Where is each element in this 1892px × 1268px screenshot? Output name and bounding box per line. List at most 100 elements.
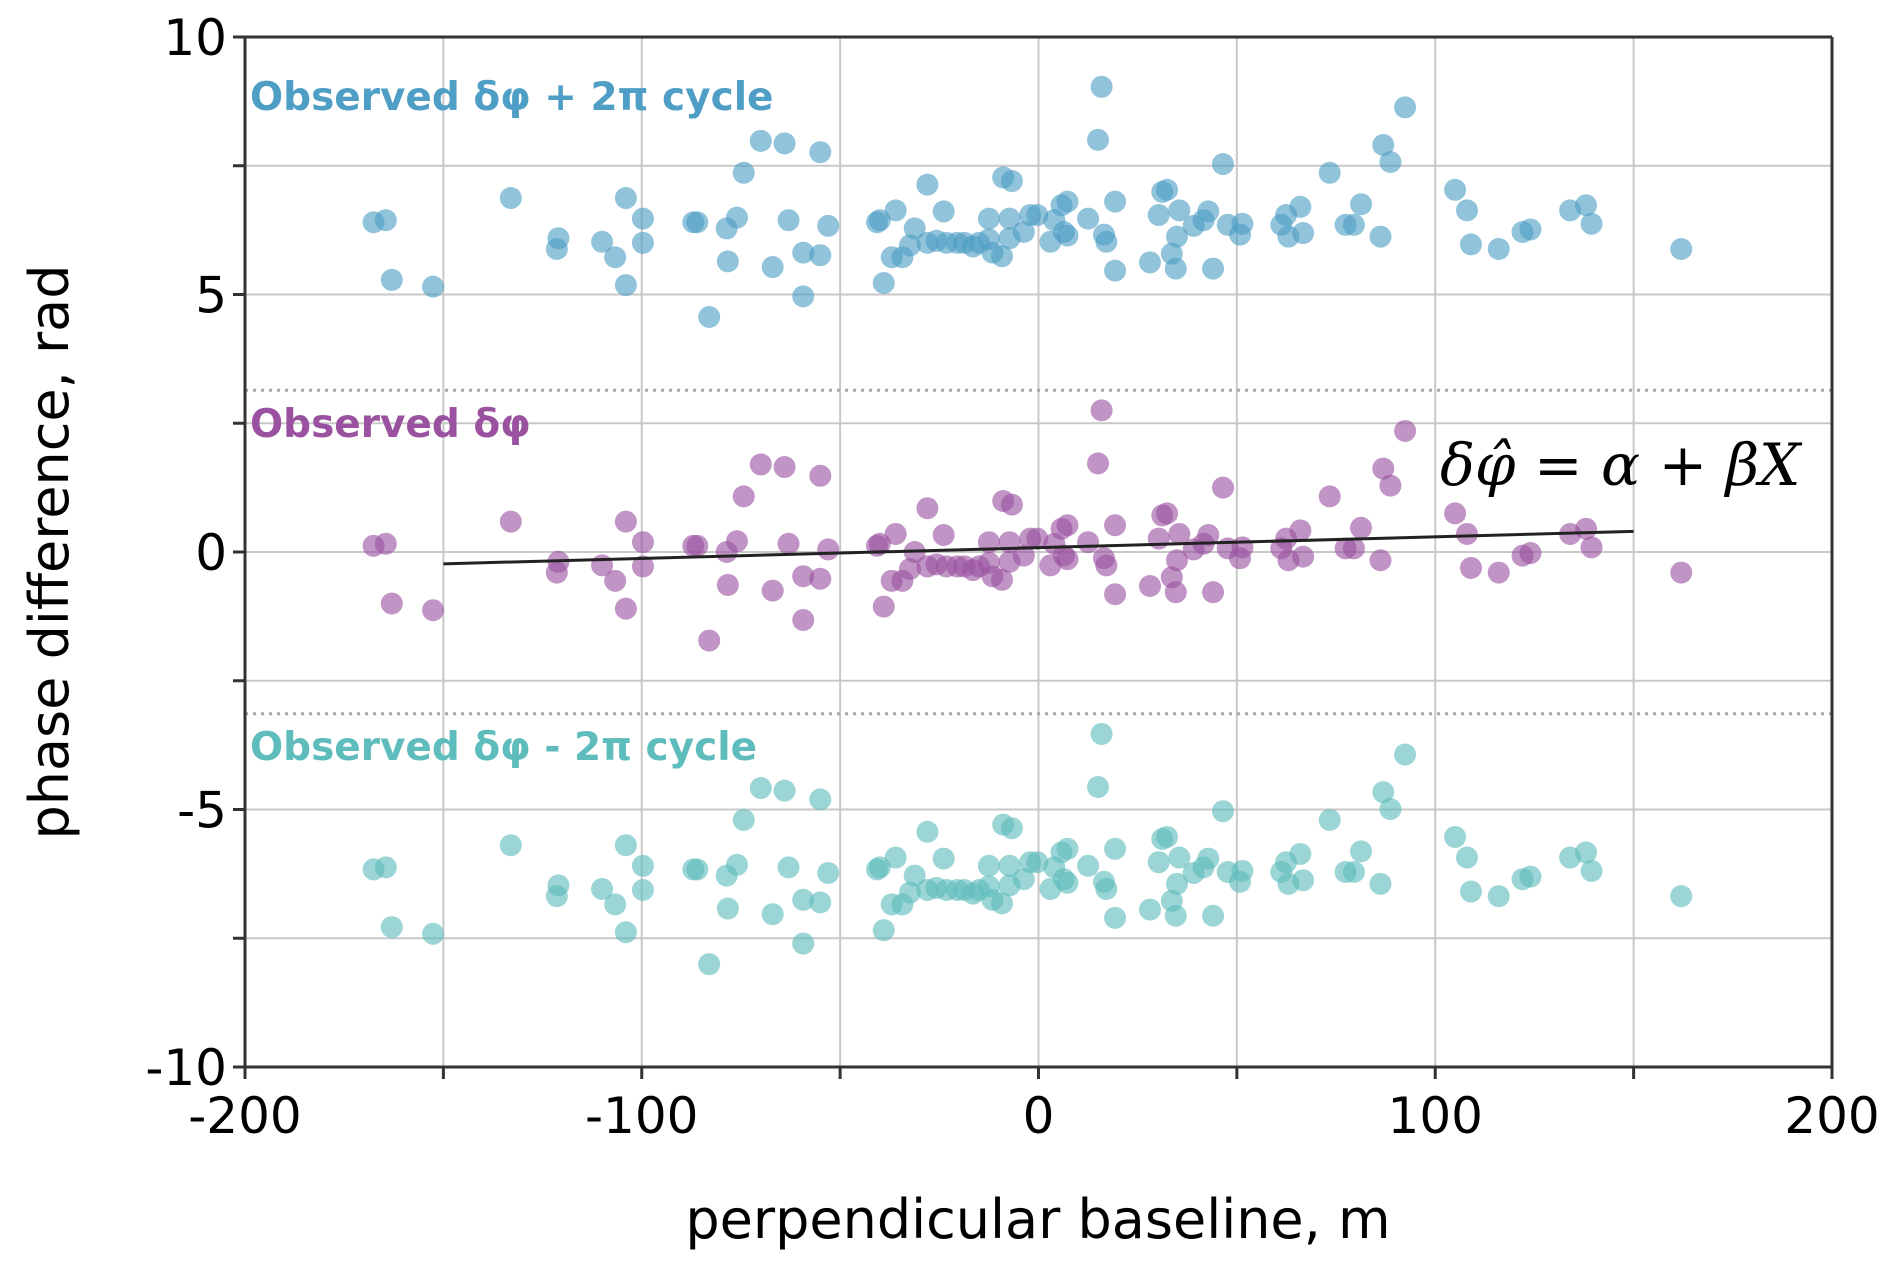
data-point-plus [932, 200, 955, 223]
data-point-minus [1077, 854, 1100, 877]
data-point-observed [761, 579, 784, 602]
data-point-minus [1197, 847, 1220, 870]
data-point-plus [422, 275, 445, 298]
label-observed: Observed δφ [250, 402, 531, 447]
data-point-minus [1372, 781, 1395, 804]
data-point-minus [809, 891, 832, 914]
data-point-observed [1318, 485, 1341, 508]
data-point-minus [732, 808, 755, 831]
data-point-plus [1095, 230, 1118, 253]
data-point-plus [977, 207, 1000, 230]
data-point-minus [614, 921, 637, 944]
data-point-minus [1580, 859, 1603, 882]
data-point-observed [1455, 522, 1478, 545]
y-tick-label: -5 [177, 782, 227, 840]
data-point-observed [1342, 537, 1365, 560]
data-point-observed [809, 464, 832, 487]
data-point-minus [1670, 885, 1693, 908]
data-point-observed [631, 555, 654, 578]
data-point-minus [868, 856, 891, 879]
data-point-plus [1318, 161, 1341, 184]
data-point-plus [1231, 212, 1254, 235]
data-point-plus [614, 274, 637, 297]
data-point-minus [1369, 872, 1392, 895]
data-point-observed [631, 531, 654, 554]
data-point-observed [1147, 527, 1170, 550]
data-point-plus [698, 305, 721, 328]
data-point-minus [872, 919, 895, 942]
data-point-plus [591, 230, 614, 253]
data-point-minus [777, 856, 800, 879]
data-point-plus [792, 285, 815, 308]
data-point-observed [1350, 516, 1373, 539]
data-point-observed [1487, 561, 1510, 584]
data-point-minus [716, 897, 739, 920]
data-point-plus [1350, 193, 1373, 216]
data-point-minus [990, 892, 1013, 915]
data-point-minus [1104, 837, 1127, 860]
data-point-observed [1087, 452, 1110, 475]
data-point-plus [1156, 178, 1179, 201]
data-point-observed [1580, 536, 1603, 559]
data-point-observed [1459, 556, 1482, 579]
data-point-plus [1104, 190, 1127, 213]
data-point-observed [817, 538, 840, 561]
data-point-observed [1289, 519, 1312, 542]
data-point-observed [614, 597, 637, 620]
data-point-observed [499, 510, 522, 533]
data-point-plus [1197, 200, 1220, 223]
data-point-plus [1369, 225, 1392, 248]
data-point-plus [374, 209, 397, 232]
data-point-observed [614, 510, 637, 533]
data-point-plus [792, 241, 815, 264]
data-point-plus [916, 173, 939, 196]
data-point-observed [868, 532, 891, 555]
x-tick-label: -100 [585, 1087, 698, 1145]
data-point-minus [1165, 872, 1188, 895]
data-point-plus [1487, 238, 1510, 261]
data-point-minus [809, 788, 832, 811]
data-point-minus [998, 854, 1021, 877]
data-point-observed [777, 532, 800, 555]
data-point-observed [1012, 544, 1035, 567]
data-point-plus [1164, 257, 1187, 280]
data-point-observed [422, 599, 445, 622]
data-point-plus [1026, 204, 1049, 227]
label-plus-2pi: Observed δφ + 2π cycle [250, 75, 774, 120]
data-point-observed [698, 629, 721, 652]
data-point-minus [1104, 906, 1127, 929]
data-point-minus [1342, 860, 1365, 883]
data-point-plus [761, 256, 784, 279]
data-point-minus [1318, 808, 1341, 831]
data-point-observed [1670, 561, 1693, 584]
data-point-minus [884, 846, 907, 869]
data-point-plus [1104, 259, 1127, 282]
data-point-plus [631, 207, 654, 230]
data-point-observed [374, 532, 397, 555]
data-point-minus [1056, 871, 1079, 894]
data-point-minus [1292, 869, 1315, 892]
data-point-plus [868, 209, 891, 232]
data-point-minus [725, 853, 748, 876]
data-point-plus [903, 217, 926, 240]
data-point-minus [1519, 865, 1542, 888]
data-point-plus [817, 214, 840, 237]
data-point-minus [686, 858, 709, 881]
data-point-observed [1369, 549, 1392, 572]
data-point-observed [1138, 574, 1161, 597]
data-point-plus [809, 141, 832, 164]
data-point-plus [1379, 150, 1402, 173]
data-point-observed [1026, 527, 1049, 550]
data-point-plus [716, 250, 739, 273]
data-point-plus [1394, 96, 1417, 119]
data-point-minus [374, 856, 397, 879]
data-point-minus [1090, 722, 1113, 745]
data-point-observed [1056, 514, 1079, 537]
data-point-minus [1012, 868, 1035, 891]
data-point-plus [1459, 233, 1482, 256]
data-point-minus [1202, 904, 1225, 927]
data-point-minus [631, 879, 654, 902]
fit-equation: δφ̂ = α + βX [1440, 431, 1803, 499]
data-point-plus [1372, 133, 1395, 156]
data-point-minus [1087, 776, 1110, 799]
